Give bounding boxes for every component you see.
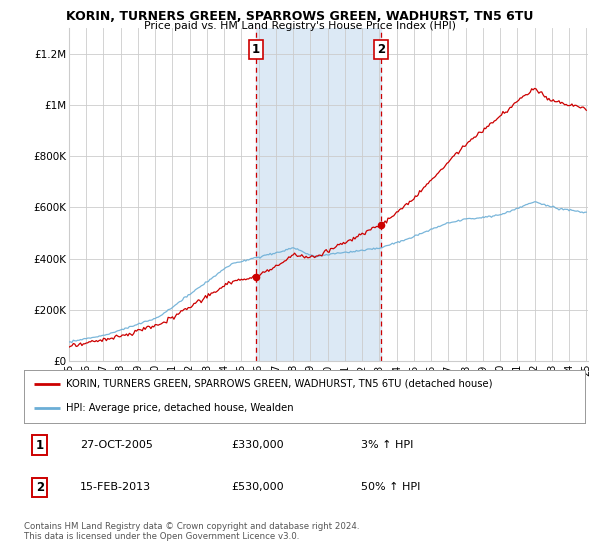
Bar [582,28,587,361]
Bar [256,28,382,361]
Text: 2: 2 [35,481,44,494]
Text: £530,000: £530,000 [232,482,284,492]
Text: 2: 2 [377,43,385,57]
Text: 1: 1 [35,438,44,451]
Text: KORIN, TURNERS GREEN, SPARROWS GREEN, WADHURST, TN5 6TU: KORIN, TURNERS GREEN, SPARROWS GREEN, WA… [67,10,533,23]
Text: HPI: Average price, detached house, Wealden: HPI: Average price, detached house, Weal… [66,403,294,413]
Point [251,272,260,281]
Text: £330,000: £330,000 [232,440,284,450]
Text: 15-FEB-2013: 15-FEB-2013 [80,482,151,492]
Text: 27-OCT-2005: 27-OCT-2005 [80,440,153,450]
Text: Contains HM Land Registry data © Crown copyright and database right 2024.
This d: Contains HM Land Registry data © Crown c… [24,522,359,542]
Text: Price paid vs. HM Land Registry's House Price Index (HPI): Price paid vs. HM Land Registry's House … [144,21,456,31]
Text: KORIN, TURNERS GREEN, SPARROWS GREEN, WADHURST, TN5 6TU (detached house): KORIN, TURNERS GREEN, SPARROWS GREEN, WA… [66,379,493,389]
Text: 3% ↑ HPI: 3% ↑ HPI [361,440,413,450]
Text: 1: 1 [251,43,260,57]
Text: 50% ↑ HPI: 50% ↑ HPI [361,482,420,492]
Point [377,221,386,230]
